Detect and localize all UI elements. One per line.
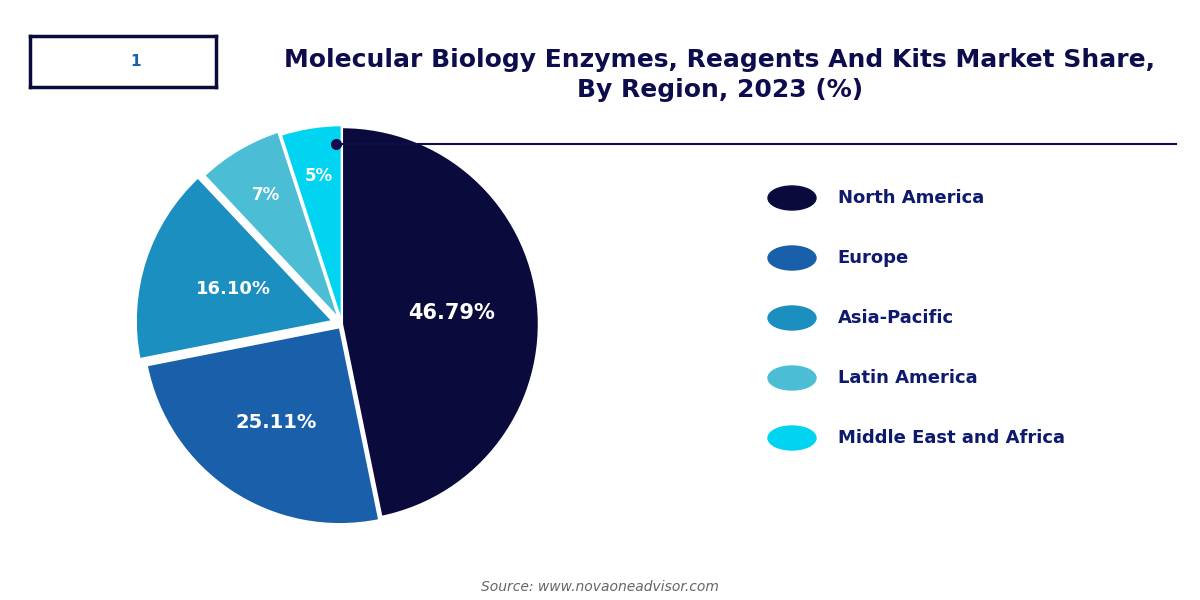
Wedge shape [146,327,379,524]
Text: 25.11%: 25.11% [236,413,317,432]
Text: NOVA: NOVA [41,54,89,69]
Text: 16.10%: 16.10% [196,280,271,298]
Text: Middle East and Africa: Middle East and Africa [838,429,1064,447]
Text: Europe: Europe [838,249,908,267]
Text: Latin America: Latin America [838,369,977,387]
Text: 1: 1 [131,54,142,69]
Wedge shape [342,127,539,517]
Wedge shape [136,178,332,359]
Text: ADVISOR: ADVISOR [156,54,234,69]
Wedge shape [204,132,338,319]
Text: 7%: 7% [252,186,280,204]
Text: North America: North America [838,189,984,207]
Text: 46.79%: 46.79% [408,303,496,323]
Text: Asia-Pacific: Asia-Pacific [838,309,954,327]
Text: Molecular Biology Enzymes, Reagents And Kits Market Share,
By Region, 2023 (%): Molecular Biology Enzymes, Reagents And … [284,48,1156,101]
Text: Source: www.novaoneadvisor.com: Source: www.novaoneadvisor.com [481,580,719,594]
Text: 5%: 5% [305,167,332,185]
Wedge shape [281,125,342,322]
FancyBboxPatch shape [124,42,149,81]
